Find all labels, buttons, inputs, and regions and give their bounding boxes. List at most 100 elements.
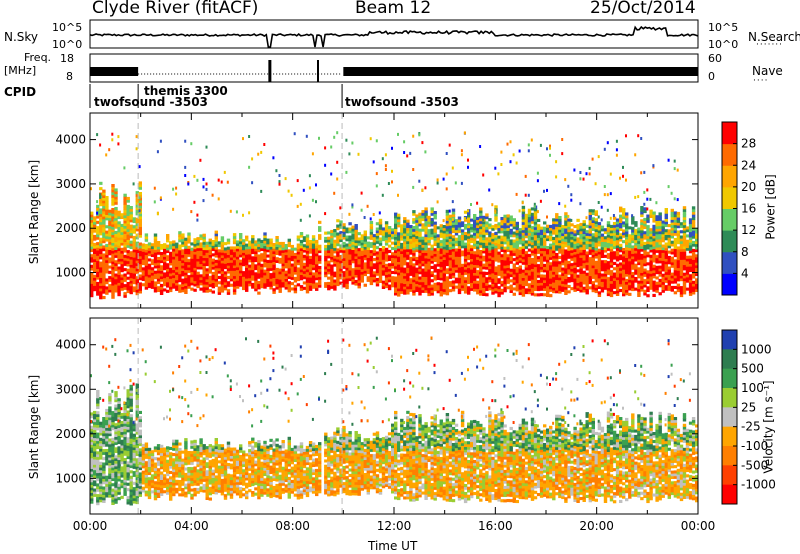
power-cell [463,234,468,238]
power-cell [415,219,419,223]
power-cell [439,229,443,233]
power-cell [169,257,173,261]
power-cell [615,287,620,291]
power-cell [561,225,565,229]
power-cell [509,223,513,227]
power-cell [512,226,516,230]
power-cell [609,240,614,244]
power-cell [111,221,115,225]
power-scatter-cell [524,193,527,197]
power-cell [159,289,164,293]
power-cell [564,254,568,258]
power-cell [254,282,258,286]
power-cell [655,281,659,285]
power-scatter-cell [287,189,290,193]
power-cell [351,238,355,242]
power-cell [479,212,483,216]
power-cell [682,238,687,242]
power-cell [448,265,453,269]
power-cell [232,291,237,295]
power-cell [652,235,656,239]
power-cell [582,281,586,285]
power-cell [269,275,273,279]
power-cell [567,226,571,230]
power-cell [564,265,568,269]
power-cell [394,257,398,261]
power-cell [670,219,674,223]
power-cell [615,247,620,251]
power-cell [318,274,322,278]
power-cell [135,204,139,208]
power-cell [524,232,529,236]
power-cell [357,258,361,262]
power-cell [111,200,115,204]
power-cell [348,246,352,250]
power-cell [457,275,462,279]
power-cell [451,243,456,247]
power-cell [482,242,486,246]
power-cell [445,223,450,227]
power-scatter-cell [193,200,196,204]
power-cell [539,261,544,265]
power-cell [403,243,407,247]
power-cell [482,237,486,241]
power-cell [658,233,662,237]
power-cell [418,239,422,243]
power-cell [670,240,674,244]
power-cell [412,220,416,224]
power-cell [144,260,149,264]
power-cell [652,256,656,260]
power-cell [679,240,684,244]
power-cell [315,261,319,265]
power-scatter-cell [676,198,679,202]
power-cell [634,253,638,257]
power-cell [123,238,127,242]
power-cell [430,231,434,235]
power-cell [564,241,568,245]
power-scatter-cell [381,157,384,161]
power-cell [439,240,443,244]
power-cell [494,239,498,243]
power-cell [394,218,398,222]
power-cell [360,234,364,238]
power-cell [345,254,349,258]
power-cell [628,247,632,251]
power-cell [488,279,492,283]
power-cell [640,288,644,292]
power-cell [260,266,264,270]
power-cell [381,256,386,260]
power-cell [196,237,200,241]
power-cell [141,275,146,279]
power-scatter-cell [564,204,567,208]
power-cell [357,272,361,276]
power-cell [245,243,249,247]
power-cell [591,209,595,213]
power-cell [573,259,577,263]
power-cell [111,234,115,238]
power-cell [640,269,644,273]
power-cell [305,255,310,259]
power-cell [576,285,580,289]
power-cell [512,258,516,262]
power-cell [202,273,206,277]
power-cell [521,282,526,286]
power-cell [296,246,301,250]
power-cell [296,243,301,247]
power-cell [114,281,118,285]
power-scatter-cell [467,209,469,213]
power-cell [533,272,538,276]
power-cell [445,247,450,251]
power-cell [631,261,635,265]
power-cell [147,277,152,281]
power-cell [232,262,237,266]
power-cell [102,296,106,300]
power-cell [397,235,401,239]
power-cell [503,236,507,240]
power-scatter-cell [99,195,102,199]
power-cell [457,259,462,263]
power-cell [266,262,270,266]
power-scatter-cell [646,188,649,192]
power-cell [351,252,355,256]
power-cell [473,267,477,271]
power-cell [345,227,349,231]
